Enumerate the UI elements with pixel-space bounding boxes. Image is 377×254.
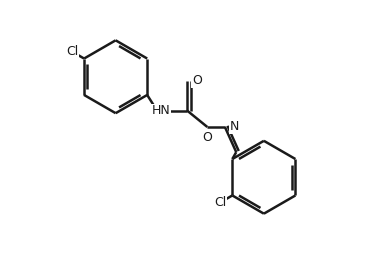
Text: O: O	[202, 131, 212, 144]
Text: Cl: Cl	[214, 196, 227, 209]
Text: N: N	[230, 120, 239, 134]
Text: HN: HN	[152, 104, 170, 117]
Text: O: O	[192, 74, 202, 87]
Text: Cl: Cl	[66, 45, 78, 58]
